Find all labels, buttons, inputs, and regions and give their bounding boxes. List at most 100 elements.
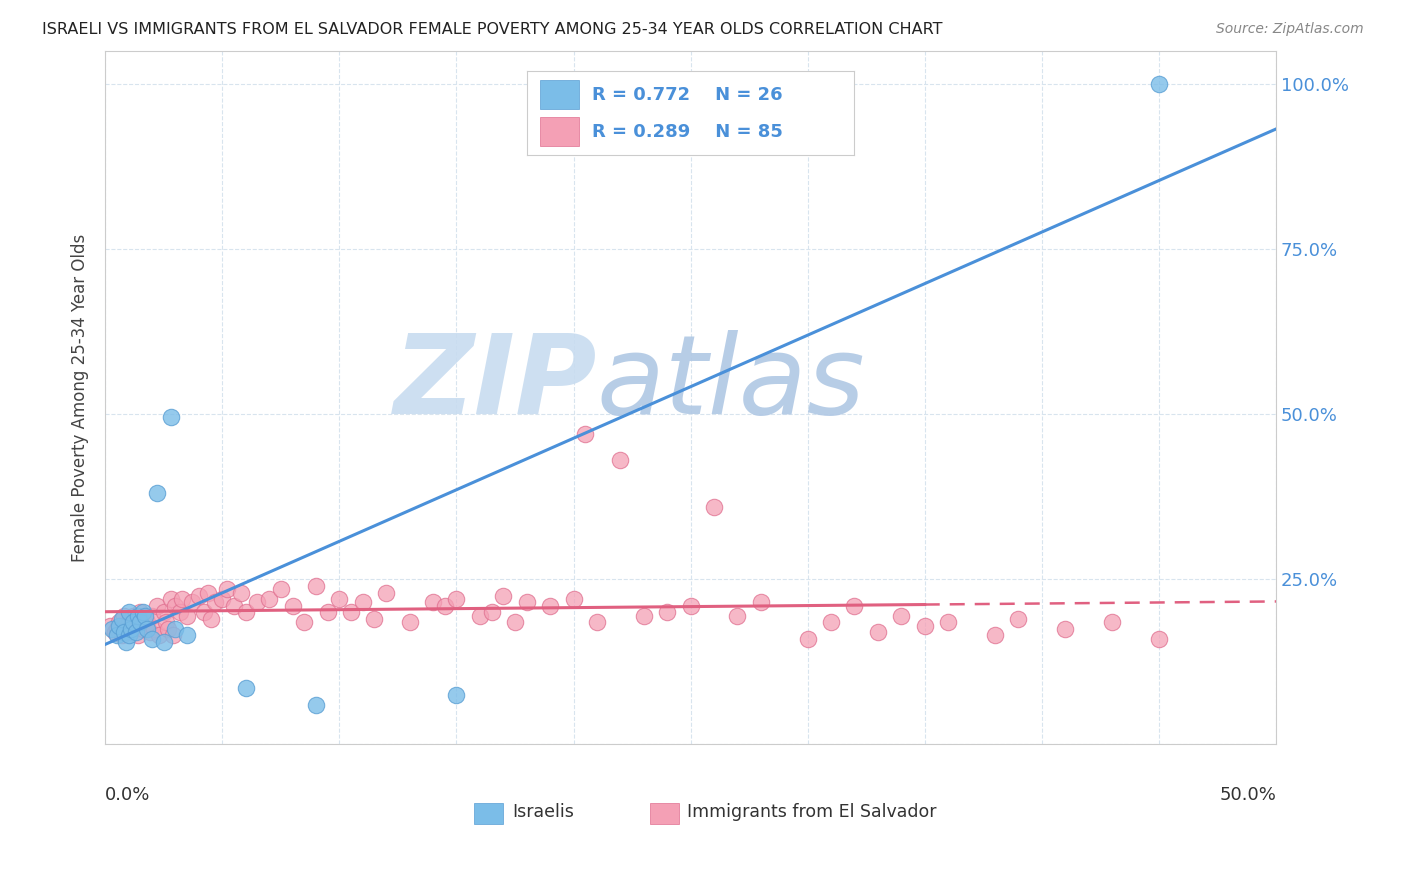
Point: [176, 608, 198, 623]
Point: [101, 622, 124, 636]
Point: [141, 608, 163, 623]
Point: [796, 632, 818, 646]
Point: [375, 585, 398, 599]
Point: [820, 615, 842, 630]
Point: [725, 608, 748, 623]
Point: [890, 608, 912, 623]
Point: [108, 618, 131, 632]
Point: [305, 579, 328, 593]
Point: [229, 585, 252, 599]
Point: [235, 605, 257, 619]
Point: [165, 622, 187, 636]
Point: [844, 599, 866, 613]
Point: [446, 688, 468, 702]
Point: [138, 625, 160, 640]
Point: [110, 628, 132, 642]
Point: [222, 599, 245, 613]
Point: [1101, 615, 1123, 630]
Point: [141, 632, 163, 646]
Point: [1147, 632, 1170, 646]
Point: [679, 599, 702, 613]
Point: [246, 595, 269, 609]
Point: [127, 628, 149, 642]
Point: [108, 615, 131, 630]
Point: [1007, 612, 1029, 626]
Point: [516, 595, 538, 609]
Point: [136, 615, 159, 630]
Point: [749, 595, 772, 609]
Point: [204, 595, 226, 609]
Point: [187, 589, 209, 603]
Point: [112, 625, 135, 640]
Point: [136, 622, 159, 636]
Point: [215, 582, 238, 597]
Text: ISRAELI VS IMMIGRANTS FROM EL SALVADOR FEMALE POVERTY AMONG 25-34 YEAR OLDS CORR: ISRAELI VS IMMIGRANTS FROM EL SALVADOR F…: [42, 22, 942, 37]
Point: [193, 605, 215, 619]
Point: [292, 615, 315, 630]
Point: [122, 615, 145, 630]
Point: [112, 608, 135, 623]
Point: [468, 608, 491, 623]
Point: [398, 615, 420, 630]
Point: [143, 622, 166, 636]
Point: [586, 615, 609, 630]
Point: [172, 592, 194, 607]
Point: [180, 595, 202, 609]
Point: [657, 605, 679, 619]
Point: [124, 625, 146, 640]
Point: [574, 426, 596, 441]
Point: [633, 608, 655, 623]
Point: [129, 615, 152, 630]
Point: [984, 628, 1007, 642]
Point: [446, 592, 468, 607]
Point: [162, 628, 184, 642]
Point: [562, 592, 585, 607]
Point: [122, 608, 145, 623]
Point: [120, 622, 142, 636]
Point: [866, 625, 889, 640]
Point: [131, 605, 153, 619]
Point: [257, 592, 280, 607]
Point: [165, 599, 187, 613]
Point: [492, 589, 515, 603]
Point: [305, 698, 328, 712]
Point: [134, 612, 156, 626]
Point: [270, 582, 292, 597]
Point: [145, 599, 167, 613]
Point: [159, 410, 181, 425]
Point: [105, 622, 128, 636]
Point: [936, 615, 959, 630]
Point: [176, 628, 198, 642]
Point: [117, 628, 139, 642]
Point: [129, 605, 152, 619]
Point: [127, 608, 149, 623]
Point: [200, 612, 222, 626]
Point: [98, 618, 121, 632]
Point: [152, 635, 174, 649]
Point: [131, 622, 153, 636]
Point: [124, 618, 146, 632]
Text: 50.0%: 50.0%: [1219, 786, 1277, 804]
Point: [211, 592, 233, 607]
Point: [115, 635, 138, 649]
Point: [117, 605, 139, 619]
Point: [914, 618, 936, 632]
Bar: [474, 804, 503, 824]
Point: [115, 622, 138, 636]
Point: [120, 625, 142, 640]
Point: [1054, 622, 1077, 636]
Point: [152, 605, 174, 619]
Text: 0.0%: 0.0%: [105, 786, 150, 804]
Text: Israelis: Israelis: [513, 804, 575, 822]
Point: [503, 615, 526, 630]
Point: [105, 628, 128, 642]
Point: [316, 605, 339, 619]
Text: Immigrants from El Salvador: Immigrants from El Salvador: [688, 804, 936, 822]
Point: [481, 605, 503, 619]
Point: [422, 595, 444, 609]
Point: [281, 599, 304, 613]
Text: atlas: atlas: [598, 330, 866, 437]
Point: [145, 486, 167, 500]
Bar: [650, 804, 679, 824]
Text: Source: ZipAtlas.com: Source: ZipAtlas.com: [1216, 22, 1364, 37]
